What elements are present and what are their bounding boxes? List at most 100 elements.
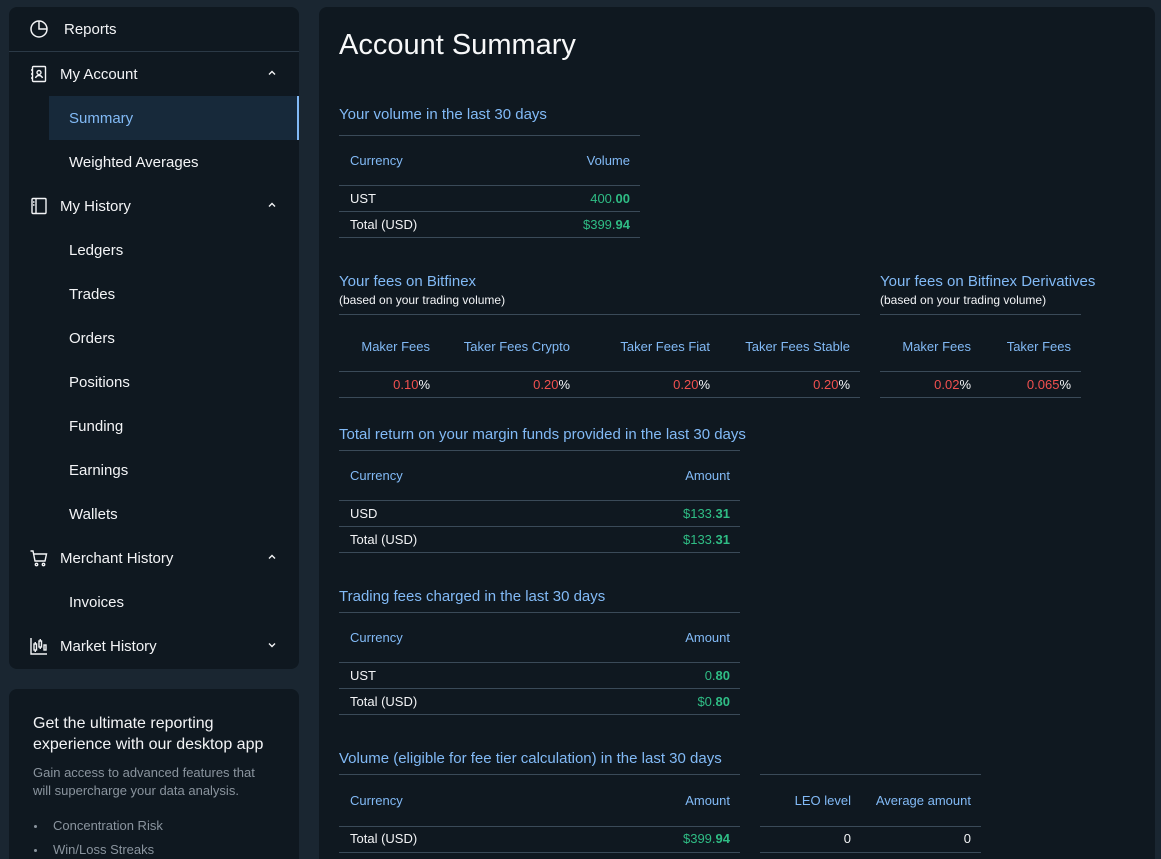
col-header-currency: Currency — [350, 153, 403, 168]
row-label: Total (USD) — [350, 532, 418, 547]
col-header-amount: Amount — [685, 630, 730, 645]
col-header-currency: Currency — [350, 793, 403, 808]
nav-merchant-history-label: Merchant History — [60, 549, 174, 567]
table-rule — [339, 185, 640, 186]
table-rule — [339, 135, 640, 136]
col-header-amount: Amount — [685, 793, 730, 808]
row-value: 0.80 — [704, 668, 730, 683]
table-rule — [339, 552, 740, 553]
table-rule — [880, 397, 1081, 398]
table-rule — [339, 688, 740, 689]
margin-return-section-title: Total return on your margin funds provid… — [339, 426, 746, 443]
table-rule — [339, 500, 740, 501]
sidebar: Reports My Account Summary Weighted Aver… — [9, 7, 299, 669]
fee-value: 0.20% — [533, 377, 570, 392]
col-header-volume: Volume — [586, 153, 630, 168]
fee-value: 0.10% — [393, 377, 430, 392]
table-rule — [339, 237, 640, 238]
sidebar-item-invoices[interactable]: Invoices — [69, 593, 125, 611]
table-rule — [339, 662, 740, 663]
sidebar-item-positions[interactable]: Positions — [69, 373, 130, 391]
fees-section-title: Your fees on Bitfinex — [339, 273, 477, 290]
col-header-amount: Amount — [685, 468, 730, 483]
table-rule — [760, 826, 981, 827]
nav-reports[interactable]: Reports — [9, 7, 299, 51]
table-rule — [339, 714, 740, 715]
fee-value: 0.20% — [813, 377, 850, 392]
table-rule — [339, 450, 740, 451]
sidebar-item-earnings[interactable]: Earnings — [69, 461, 129, 479]
table-rule — [339, 852, 740, 853]
col-header-leo-level: LEO level — [794, 793, 851, 808]
promo-feature: Concentration Risk — [33, 814, 275, 838]
candlestick-chart-icon — [30, 638, 47, 655]
sidebar-item-ledgers[interactable]: Ledgers — [69, 241, 124, 259]
page-title: Account Summary — [339, 29, 576, 61]
table-rule — [339, 314, 860, 315]
col-header-maker-fees: Maker Fees — [361, 339, 430, 354]
derivatives-fees-section-title: Your fees on Bitfinex Derivatives — [880, 273, 1096, 290]
row-label: USD — [350, 506, 378, 521]
row-value: 400.00 — [590, 191, 630, 206]
derivatives-fees-table: Maker Fees Taker Fees 0.02% 0.065% — [880, 314, 1081, 398]
eligible-volume-section-title: Volume (eligible for fee tier calculatio… — [339, 750, 722, 767]
col-header-taker-fees-stable: Taker Fees Stable — [745, 339, 850, 354]
nav-market-history[interactable]: Market History — [9, 624, 299, 668]
row-value: $399.94 — [682, 831, 730, 846]
promo-title: Get the ultimate reporting experience wi… — [33, 715, 264, 753]
derivatives-fees-section-subtitle: (based on your trading volume) — [880, 293, 1047, 307]
sidebar-item-weighted-averages[interactable]: Weighted Averages — [69, 153, 199, 171]
table-rule — [880, 371, 1081, 372]
row-label: Total (USD) — [350, 831, 418, 846]
sidebar-item-funding[interactable]: Funding — [69, 417, 124, 435]
sidebar-item-orders[interactable]: Orders — [69, 329, 115, 347]
fees-section-subtitle: (based on your trading volume) — [339, 293, 506, 307]
nav-my-history-label: My History — [60, 197, 131, 215]
row-value: $133.31 — [682, 532, 730, 547]
average-amount-value: 0 — [963, 831, 971, 846]
leo-level-value: 0 — [843, 831, 851, 846]
nav-my-account[interactable]: My Account — [9, 52, 299, 96]
sidebar-item-trades[interactable]: Trades — [69, 285, 116, 303]
nav-my-history[interactable]: My History — [9, 184, 299, 228]
fee-value: 0.20% — [673, 377, 710, 392]
fee-value: 0.02% — [934, 377, 971, 392]
book-icon — [31, 197, 47, 215]
col-header-average-amount: Average amount — [875, 793, 971, 808]
table-rule — [880, 314, 1081, 315]
col-header-taker-fees: Taker Fees — [1006, 339, 1071, 354]
col-header-maker-fees: Maker Fees — [902, 339, 971, 354]
volume-table: Currency Volume UST 400.00 Total (USD) $… — [339, 135, 640, 239]
desktop-app-promo: Get the ultimate reporting experience wi… — [9, 689, 299, 859]
table-rule — [760, 774, 981, 775]
volume-section-title: Your volume in the last 30 days — [339, 106, 547, 123]
col-header-taker-fees-fiat: Taker Fees Fiat — [620, 339, 710, 354]
row-value: $399.94 — [582, 217, 630, 232]
promo-text: Gain access to advanced features that wi… — [33, 765, 255, 798]
nav-merchant-history[interactable]: Merchant History — [9, 536, 299, 580]
table-rule — [339, 371, 860, 372]
col-header-currency: Currency — [350, 630, 403, 645]
nav-my-account-label: My Account — [60, 65, 138, 83]
chevron-up-icon — [268, 554, 276, 559]
row-label: Total (USD) — [350, 694, 418, 709]
col-header-currency: Currency — [350, 468, 403, 483]
sidebar-item-wallets[interactable]: Wallets — [69, 505, 118, 523]
promo-feature: Win/Loss Streaks — [33, 838, 275, 859]
row-label: Total (USD) — [350, 217, 418, 232]
main-panel: Account Summary Your volume in the last … — [319, 7, 1155, 859]
table-rule — [339, 774, 740, 775]
row-label: UST — [350, 191, 376, 206]
chevron-up-icon — [268, 70, 276, 75]
table-rule — [339, 826, 740, 827]
promo-feature-list: Concentration Risk Win/Loss Streaks — [33, 814, 275, 859]
table-rule — [339, 397, 860, 398]
shopping-cart-icon — [30, 550, 48, 567]
account-book-icon — [31, 65, 47, 83]
row-value: $133.31 — [682, 506, 730, 521]
fee-value: 0.065% — [1026, 377, 1071, 392]
sidebar-item-summary[interactable]: Summary — [49, 96, 299, 140]
leo-table: LEO level Average amount 0 0 — [760, 774, 981, 854]
fees-table: Maker Fees Taker Fees Crypto Taker Fees … — [339, 314, 860, 398]
nav-reports-label: Reports — [64, 20, 117, 38]
